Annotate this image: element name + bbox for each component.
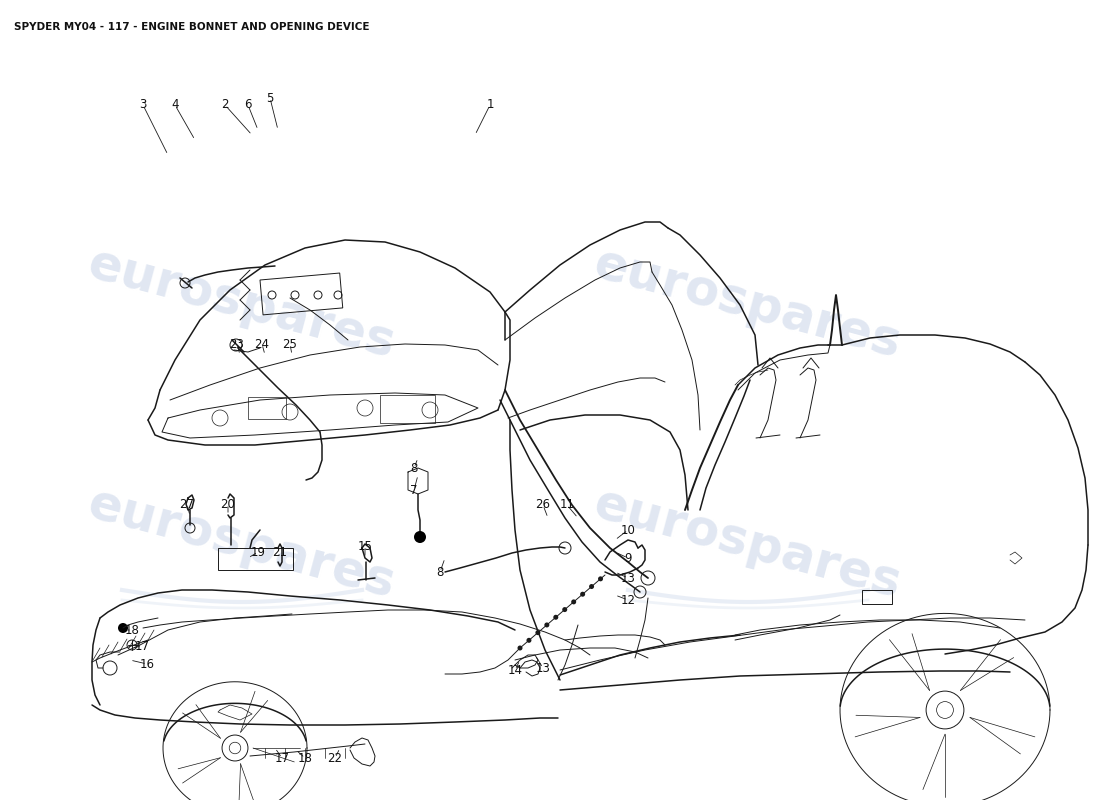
Text: 8: 8 (410, 462, 418, 474)
Circle shape (268, 291, 276, 299)
Circle shape (334, 291, 342, 299)
Text: 17: 17 (275, 751, 289, 765)
Text: 5: 5 (266, 91, 274, 105)
Circle shape (544, 622, 549, 627)
Text: 24: 24 (254, 338, 270, 350)
Text: 26: 26 (536, 498, 550, 511)
Circle shape (590, 584, 594, 589)
Text: 27: 27 (179, 498, 195, 510)
Circle shape (580, 592, 585, 597)
Text: 20: 20 (221, 498, 235, 510)
Circle shape (292, 291, 299, 299)
Text: 6: 6 (244, 98, 252, 111)
Text: eurospares: eurospares (82, 480, 402, 608)
Bar (218, 548, 293, 570)
Circle shape (536, 630, 540, 635)
Circle shape (553, 614, 559, 620)
Text: 18: 18 (124, 623, 140, 637)
Bar (379, 395, 434, 423)
Text: eurospares: eurospares (82, 240, 402, 368)
Text: 7: 7 (410, 483, 418, 497)
Text: 22: 22 (328, 751, 342, 765)
Text: 8: 8 (437, 566, 443, 578)
Text: 15: 15 (358, 539, 373, 553)
Bar (260, 273, 343, 315)
Circle shape (517, 646, 522, 650)
Bar (862, 590, 892, 604)
Bar (248, 397, 286, 419)
Text: 17: 17 (134, 639, 150, 653)
Circle shape (598, 576, 603, 582)
Text: eurospares: eurospares (588, 240, 908, 368)
Circle shape (314, 291, 322, 299)
Text: 25: 25 (283, 338, 297, 350)
Text: 11: 11 (560, 498, 574, 511)
Text: 10: 10 (620, 523, 636, 537)
Circle shape (562, 607, 568, 612)
Text: 9: 9 (625, 551, 631, 565)
Text: 21: 21 (273, 546, 287, 558)
Text: SPYDER MY04 - 117 - ENGINE BONNET AND OPENING DEVICE: SPYDER MY04 - 117 - ENGINE BONNET AND OP… (14, 22, 370, 32)
Text: 1: 1 (486, 98, 494, 111)
Text: 18: 18 (298, 751, 312, 765)
Text: 16: 16 (140, 658, 154, 670)
Text: 4: 4 (172, 98, 178, 111)
Circle shape (414, 531, 426, 543)
Text: 3: 3 (140, 98, 146, 111)
Text: 12: 12 (620, 594, 636, 606)
Text: 23: 23 (230, 338, 244, 350)
Circle shape (118, 623, 128, 633)
Text: 2: 2 (221, 98, 229, 111)
Circle shape (571, 599, 576, 604)
Circle shape (527, 638, 531, 643)
Text: eurospares: eurospares (588, 480, 908, 608)
Text: 14: 14 (507, 663, 522, 677)
Text: 19: 19 (251, 546, 265, 558)
Text: 13: 13 (620, 571, 636, 585)
Text: 13: 13 (536, 662, 550, 674)
